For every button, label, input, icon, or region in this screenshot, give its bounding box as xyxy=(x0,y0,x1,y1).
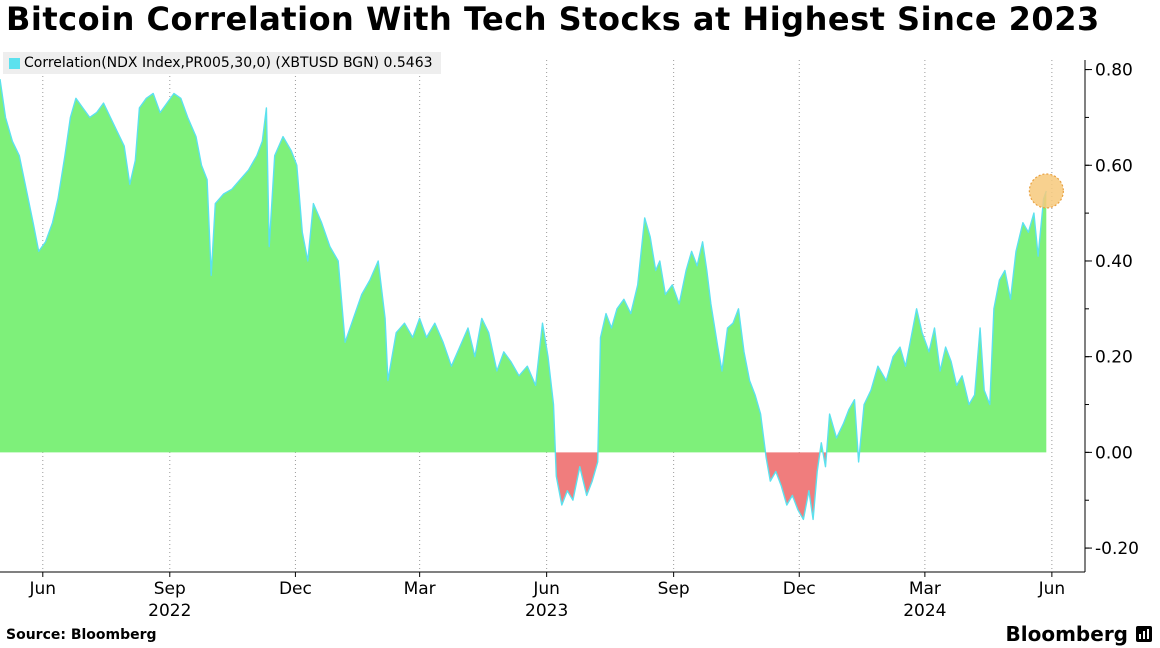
x-year-label: 2022 xyxy=(148,601,191,621)
y-tick-label: -0.20 xyxy=(1095,539,1139,559)
legend-swatch xyxy=(9,57,20,69)
bloomberg-logo: Bloomberg xyxy=(1006,622,1152,646)
y-tick-label: 0.60 xyxy=(1095,156,1133,176)
x-year-label: 2024 xyxy=(903,601,946,621)
y-tick-label: 0.80 xyxy=(1095,61,1133,81)
terminal-icon xyxy=(1136,626,1152,642)
correlation-line-group xyxy=(0,79,1047,521)
chart-title: Bitcoin Correlation With Tech Stocks at … xyxy=(6,0,1100,38)
legend-label: Correlation(NDX Index,PR005,30,0) (XBTUS… xyxy=(24,55,433,71)
x-year-label: 2023 xyxy=(525,601,568,621)
positive-area xyxy=(0,79,556,453)
latest-value-marker xyxy=(1028,173,1064,209)
x-tick-label: Mar xyxy=(404,579,436,599)
source-note: Source: Bloomberg xyxy=(6,627,157,643)
legend: Correlation(NDX Index,PR005,30,0) (XBTUS… xyxy=(3,52,441,74)
x-tick-label: Mar xyxy=(909,579,941,599)
positive-area xyxy=(859,191,1047,453)
x-tick-label: Jun xyxy=(1038,579,1066,599)
y-tick-label: 0.20 xyxy=(1095,348,1133,368)
x-tick-label: Sep xyxy=(154,579,186,599)
highlight-circle xyxy=(1028,173,1064,209)
x-tick-label: Jun xyxy=(29,579,57,599)
correlation-line xyxy=(0,79,1047,521)
x-tick-label: Sep xyxy=(658,579,690,599)
correlation-area xyxy=(0,79,1047,520)
x-tick-label: Dec xyxy=(783,579,816,599)
positive-area xyxy=(597,217,766,453)
y-tick-label: 0.00 xyxy=(1095,443,1133,463)
y-tick-label: 0.40 xyxy=(1095,252,1133,272)
x-tick-label: Dec xyxy=(279,579,312,599)
brand-text: Bloomberg xyxy=(1005,622,1128,646)
x-tick-label: Jun xyxy=(532,579,560,599)
